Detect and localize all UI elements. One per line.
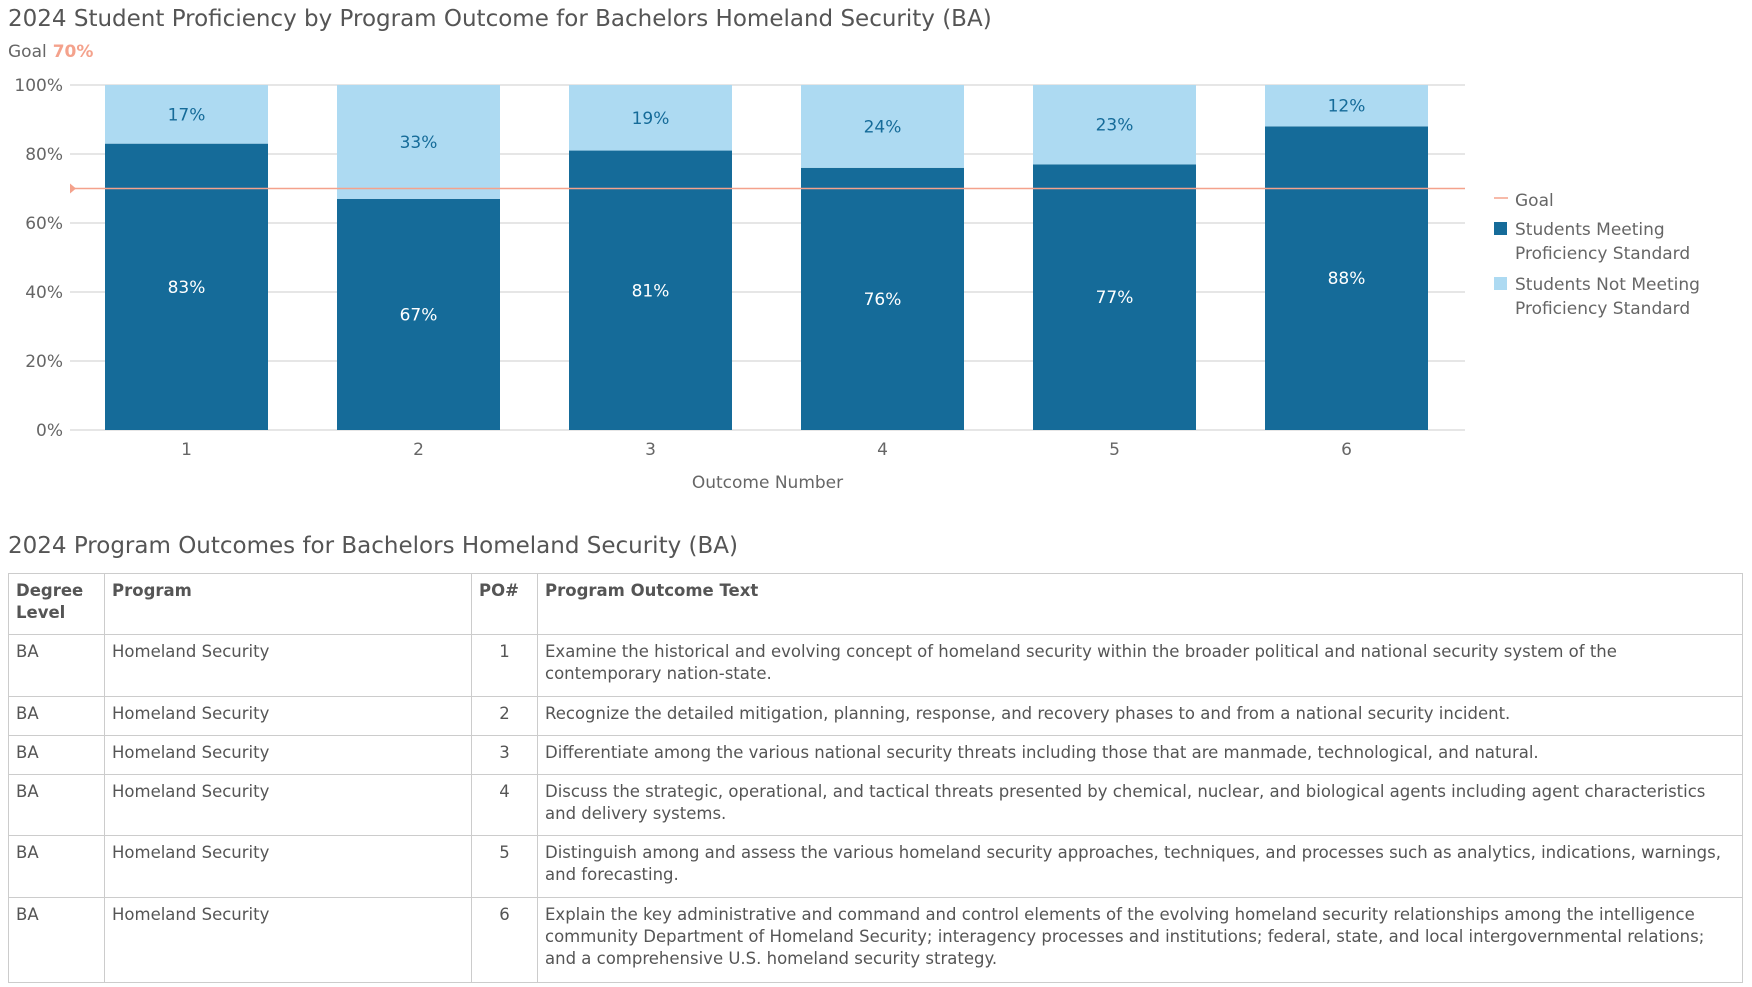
cell-degree-level: BA xyxy=(8,897,105,983)
legend-label-meeting: Students Meeting Proficiency Standard xyxy=(1515,220,1690,264)
cell-program: Homeland Security xyxy=(104,774,472,836)
header-po-number: PO# xyxy=(471,573,538,635)
cell-program: Homeland Security xyxy=(104,634,472,697)
outcomes-table: Degree Level Program PO# Program Outcome… xyxy=(8,573,1743,983)
x-tick-label: 5 xyxy=(1109,440,1120,460)
bar-not-meeting xyxy=(1033,85,1196,165)
bar-not-meeting xyxy=(337,85,500,199)
table-row: BA Homeland Security 3 Differentiate among … xyxy=(8,735,1743,775)
goal-indicator: Goal 70% xyxy=(8,42,93,62)
x-axis-title: Outcome Number xyxy=(692,473,843,493)
x-tick-label: 1 xyxy=(181,440,192,460)
bar-meeting xyxy=(1265,126,1428,431)
data-label: 81% xyxy=(632,281,670,301)
cell-degree-level: BA xyxy=(8,634,105,697)
data-label: 17% xyxy=(168,105,206,125)
cell-degree-level: BA xyxy=(8,735,105,775)
legend-goal: Goal xyxy=(1515,191,1554,211)
bar-meeting xyxy=(569,150,732,431)
bar-meeting xyxy=(1033,164,1196,430)
chart-title: 2024 Student Proficiency by Program Outc… xyxy=(8,6,992,32)
table-row: BA Homeland Security 6 Explain the key admi… xyxy=(8,897,1743,983)
data-label: 76% xyxy=(864,290,902,310)
data-label: 24% xyxy=(864,117,902,137)
header-degree-level: Degree Level xyxy=(8,573,105,635)
goal-marker-icon xyxy=(70,183,76,194)
table-row: BA Homeland Security 4 Discuss the strategi… xyxy=(8,774,1743,836)
data-label: 12% xyxy=(1328,97,1366,117)
y-tick-label: 0% xyxy=(36,421,63,441)
bar-not-meeting xyxy=(105,85,268,144)
bar-not-meeting xyxy=(569,85,732,151)
cell-program: Homeland Security xyxy=(104,735,472,775)
legend-label-not-meeting: Students Not Meeting Proficiency Standard xyxy=(1515,275,1700,319)
data-label: 77% xyxy=(1096,288,1134,308)
cell-po-number: 6 xyxy=(471,897,538,983)
data-label: 83% xyxy=(168,278,206,298)
y-tick-label: 40% xyxy=(25,283,63,303)
data-label: 19% xyxy=(632,109,670,129)
table-row: BA Homeland Security 2 Recognize the detail… xyxy=(8,696,1743,736)
cell-outcome-text: Distinguish among and assess the various… xyxy=(537,835,1743,898)
cell-po-number: 3 xyxy=(471,735,538,775)
cell-outcome-text: Recognize the detailed mitigation, plann… xyxy=(537,696,1743,736)
bar-not-meeting xyxy=(1265,85,1428,127)
cell-program: Homeland Security xyxy=(104,897,472,983)
cell-po-number: 5 xyxy=(471,835,538,898)
y-tick-label: 60% xyxy=(25,214,63,234)
y-tick-label: 20% xyxy=(25,352,63,372)
cell-outcome-text: Examine the historical and evolving conc… xyxy=(537,634,1743,697)
goal-label: Goal xyxy=(8,42,47,62)
data-label: 67% xyxy=(400,305,438,325)
header-program: Program xyxy=(104,573,472,635)
x-tick-label: 4 xyxy=(877,440,888,460)
data-label: 23% xyxy=(1096,116,1134,136)
table-header-row: Degree Level Program PO# Program Outcome… xyxy=(8,573,1743,635)
cell-outcome-text: Explain the key administrative and comma… xyxy=(537,897,1743,983)
bar-not-meeting xyxy=(801,85,964,168)
cell-outcome-text: Differentiate among the various national… xyxy=(537,735,1743,775)
data-label: 33% xyxy=(400,133,438,153)
cell-po-number: 2 xyxy=(471,696,538,736)
data-label: 88% xyxy=(1328,269,1366,289)
goal-value: 70% xyxy=(52,42,94,62)
cell-degree-level: BA xyxy=(8,696,105,736)
y-tick-label: 80% xyxy=(25,145,63,165)
bar-meeting xyxy=(105,143,268,430)
cell-program: Homeland Security xyxy=(104,835,472,898)
y-tick-label: 100% xyxy=(14,76,63,96)
table-row: BA Homeland Security 1 Examine the historic… xyxy=(8,634,1743,697)
legend-swatch xyxy=(1494,222,1507,235)
cell-po-number: 1 xyxy=(471,634,538,697)
x-tick-label: 6 xyxy=(1341,440,1352,460)
bar-meeting xyxy=(801,167,964,431)
header-outcome-text: Program Outcome Text xyxy=(537,573,1743,635)
cell-degree-level: BA xyxy=(8,835,105,898)
bar-meeting xyxy=(337,198,500,430)
cell-outcome-text: Discuss the strategic, operational, and … xyxy=(537,774,1743,836)
cell-program: Homeland Security xyxy=(104,696,472,736)
table-row: BA Homeland Security 5 Distinguish among an… xyxy=(8,835,1743,898)
x-tick-label: 2 xyxy=(413,440,424,460)
proficiency-chart: 0% 20% 40% 60% 80% 100% 83% 17% 1 67% 33% 2 81% 19% 3 7… xyxy=(14,76,1700,493)
cell-degree-level: BA xyxy=(8,774,105,836)
cell-po-number: 4 xyxy=(471,774,538,836)
table-title: 2024 Program Outcomes for Bachelors Home… xyxy=(8,533,738,559)
legend-swatch xyxy=(1494,277,1507,290)
x-tick-label: 3 xyxy=(645,440,656,460)
